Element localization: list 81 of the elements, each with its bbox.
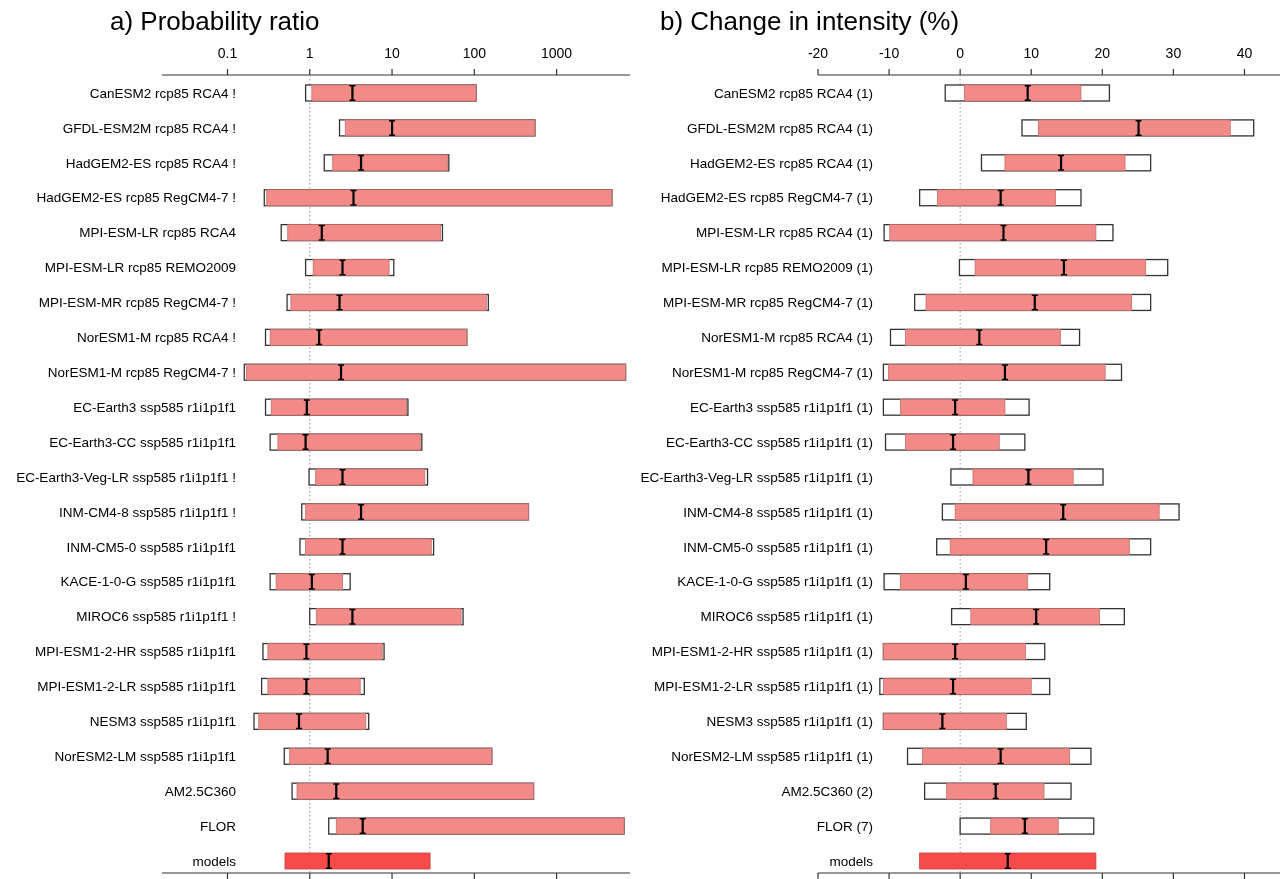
y-tick-label: INM-CM4-8 ssp585 r1i1p1f1 ! <box>58 504 236 520</box>
bar <box>882 678 1032 695</box>
y-tick-label: CanESM2 rcp85 RCA4 ! <box>89 85 236 101</box>
bar <box>949 538 1130 556</box>
y-tick-label: MPI-ESM1-2-HR ssp585 r1i1p1f1 <box>34 644 236 660</box>
bar <box>905 433 1000 451</box>
y-tick-label: AM2.5C360 (2) <box>781 783 873 799</box>
bar <box>937 189 1056 207</box>
y-tick-label: MPI-ESM-LR rcp85 RCA4 (1) <box>695 225 873 241</box>
y-tick-label: EC-Earth3 ssp585 r1i1p1f1 <box>73 399 236 415</box>
y-tick-label: HadGEM2-ES rcp85 RegCM4-7 ! <box>36 190 236 206</box>
bar <box>882 643 1026 660</box>
y-tick-label: MPI-ESM-MR rcp85 RegCM4-7 ! <box>38 295 236 311</box>
y-tick-label: NESM3 ssp585 r1i1p1f1 (1) <box>706 714 873 730</box>
x-tick-label: 1000 <box>541 45 573 61</box>
y-tick-label: HadGEM2-ES rcp85 RCA4 ! <box>65 155 236 171</box>
bar <box>946 782 1045 800</box>
y-tick-label: MPI-ESM1-2-LR ssp585 r1i1p1f1 <box>37 679 236 695</box>
y-tick-label: MIROC6 ssp585 r1i1p1f1 (1) <box>700 609 873 625</box>
y-tick-label: FLOR (7) <box>816 818 873 834</box>
y-tick-label: MPI-ESM1-2-LR ssp585 r1i1p1f1 (1) <box>653 679 873 695</box>
y-tick-label: MPI-ESM-MR rcp85 RegCM4-7 (1) <box>662 295 873 311</box>
y-tick-label: HadGEM2-ES rcp85 RCA4 (1) <box>689 155 873 171</box>
bar <box>1037 119 1231 137</box>
y-tick-label: models <box>829 853 874 869</box>
y-tick-label: HadGEM2-ES rcp85 RegCM4-7 (1) <box>660 190 873 206</box>
y-tick-label: INM-CM5-0 ssp585 r1i1p1f1 (1) <box>683 539 873 555</box>
x-tick-label: 0.1 <box>217 45 238 61</box>
bar <box>919 852 1097 870</box>
bar <box>1004 154 1126 172</box>
y-tick-label: NorESM1-M rcp85 RegCM4-7 ! <box>47 365 236 380</box>
bar <box>964 84 1082 102</box>
y-tick-label: EC-Earth3 ssp585 r1i1p1f1 (1) <box>689 399 873 415</box>
y-tick-label: EC-Earth3-CC ssp585 r1i1p1f1 (1) <box>665 434 873 450</box>
y-tick-label: GFDL-ESM2M rcp85 RCA4 (1) <box>686 120 873 136</box>
x-tick-label: 20 <box>1094 45 1111 61</box>
x-tick-label: -10 <box>878 45 900 61</box>
y-tick-label: NorESM1-M rcp85 RCA4 (1) <box>701 330 873 346</box>
x-tick-label: 10 <box>1023 45 1040 61</box>
bar <box>882 712 1007 730</box>
x-tick-label: 0 <box>956 45 965 61</box>
bar <box>970 608 1100 626</box>
bar <box>900 573 1029 591</box>
bar <box>922 747 1071 765</box>
chart-title: b) Change in intensity (%) <box>660 6 960 36</box>
y-tick-label: NorESM2-LM ssp585 r1i1p1f1 (1) <box>671 749 873 764</box>
y-tick-label: NorESM1-M rcp85 RCA4 ! <box>76 330 236 346</box>
bar <box>900 398 1006 416</box>
y-tick-label: INM-CM4-8 ssp585 r1i1p1f1 (1) <box>683 504 873 520</box>
y-tick-label: GFDL-ESM2M rcp85 RCA4 ! <box>62 120 236 136</box>
x-tick-label: 10 <box>384 45 401 61</box>
y-tick-label: MPI-ESM-LR rcp85 RCA4 <box>79 225 237 241</box>
x-tick-label: 30 <box>1165 45 1182 61</box>
y-tick-label: models <box>192 853 237 869</box>
bar <box>925 294 1132 311</box>
y-tick-label: KACE-1-0-G ssp585 r1i1p1f1 (1) <box>677 574 873 590</box>
x-tick-label: 100 <box>462 45 487 61</box>
chart-title: a) Probability ratio <box>110 6 320 36</box>
y-tick-label: MPI-ESM1-2-HR ssp585 r1i1p1f1 (1) <box>651 644 873 660</box>
bar <box>905 328 1061 346</box>
y-tick-label: NorESM1-M rcp85 RegCM4-7 (1) <box>671 365 873 380</box>
x-tick-label: 1 <box>305 45 314 61</box>
y-tick-label: FLOR <box>199 818 237 834</box>
y-tick-label: KACE-1-0-G ssp585 r1i1p1f1 <box>60 574 236 590</box>
bar <box>974 259 1147 276</box>
y-tick-label: EC-Earth3-CC ssp585 r1i1p1f1 <box>49 434 236 450</box>
y-tick-label: EC-Earth3-Veg-LR ssp585 r1i1p1f1 (1) <box>640 469 873 485</box>
y-tick-label: MPI-ESM-LR rcp85 REMO2009 (1) <box>661 260 873 276</box>
y-tick-label: MIROC6 ssp585 r1i1p1f1 ! <box>76 609 236 625</box>
x-tick-label: 40 <box>1236 45 1253 61</box>
y-tick-label: CanESM2 rcp85 RCA4 (1) <box>713 85 873 101</box>
y-tick-label: INM-CM5-0 ssp585 r1i1p1f1 <box>66 539 236 555</box>
y-tick-label: NESM3 ssp585 r1i1p1f1 <box>89 714 236 730</box>
bar <box>284 852 431 870</box>
y-tick-label: MPI-ESM-LR rcp85 REMO2009 <box>44 260 236 276</box>
bar <box>990 817 1059 835</box>
y-tick-label: NorESM2-LM ssp585 r1i1p1f1 <box>54 749 236 764</box>
y-tick-label: AM2.5C360 <box>164 783 236 799</box>
bar <box>972 468 1074 486</box>
y-tick-label: EC-Earth3-Veg-LR ssp585 r1i1p1f1 ! <box>16 469 236 485</box>
x-tick-label: -20 <box>807 45 829 61</box>
